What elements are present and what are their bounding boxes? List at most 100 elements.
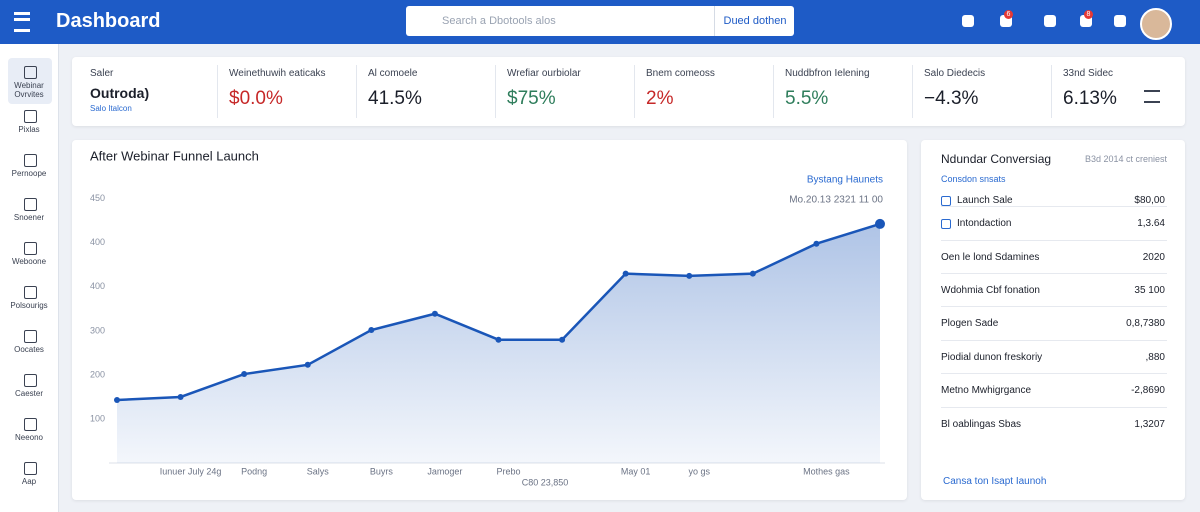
kpi-label: 33nd Sidec: [1063, 68, 1114, 79]
kpi-label: Salo Diedecis: [924, 68, 986, 79]
nav-label[interactable]: Pernoope: [11, 169, 47, 178]
chart-subtitle: Bystang Haunets: [807, 175, 883, 186]
header-icon[interactable]: [1114, 15, 1126, 27]
row-divider: [941, 206, 1167, 207]
nav-active[interactable]: [8, 58, 52, 104]
area: [117, 223, 880, 463]
row-divider: [941, 373, 1167, 374]
kpi-divider: [912, 65, 913, 118]
point: [304, 361, 311, 368]
kpi-label: Bnem comeoss: [646, 68, 715, 79]
chart: After Webinar Funnel Launch Bystang Haun…: [90, 148, 885, 487]
row-label: Plogen Sade: [941, 318, 999, 329]
nav-label[interactable]: Neeono: [14, 433, 44, 442]
nav-icon[interactable]: [24, 462, 37, 475]
menu-icon[interactable]: [14, 12, 30, 32]
row-icon: [941, 219, 951, 229]
row-divider: [941, 240, 1167, 241]
nav-icon[interactable]: [24, 242, 37, 255]
y-tick-label: 300: [90, 325, 105, 335]
y-tick-label: 100: [90, 413, 105, 423]
row-divider: [941, 340, 1167, 341]
kpi-value: Outroda): [90, 85, 150, 101]
point: [622, 270, 629, 277]
x-tick-label: Iunuer July 24g: [160, 466, 222, 476]
x-tick-label: Mothes gas: [803, 466, 850, 476]
search-placeholder: Search a Dbotools alos: [442, 15, 556, 27]
nav-label[interactable]: Polsourigs: [10, 301, 48, 310]
point: [177, 393, 184, 400]
x-tick-label: Prebo: [496, 466, 520, 476]
nav-label[interactable]: Aap: [21, 477, 37, 486]
kpi-divider: [356, 65, 357, 118]
panel-link[interactable]: Consdon snsats: [941, 174, 1006, 184]
header-icon[interactable]: [1044, 15, 1056, 27]
row-label: Wdohmia Cbf fonation: [941, 285, 1040, 296]
row-value: 2020: [1142, 252, 1165, 263]
nav-label[interactable]: Weboone: [11, 257, 47, 266]
nav-icon[interactable]: [24, 198, 37, 211]
row-value: 0,8,7380: [1126, 318, 1165, 329]
kpi-value: 6.13%: [1063, 88, 1117, 109]
chart-card: After Webinar Funnel Launch Bystang Haun…: [72, 140, 907, 500]
nav-icon[interactable]: [24, 374, 37, 387]
nav-icon[interactable]: [24, 110, 37, 123]
row-divider: [941, 407, 1167, 408]
kpi-menu[interactable]: [1144, 90, 1160, 103]
nav-label[interactable]: Webinar Ovrvites: [14, 81, 44, 99]
nav-label[interactable]: Caester: [14, 389, 43, 398]
kpi-label: Nuddbfron Ielening: [785, 68, 870, 79]
x-tick-label: Jamoger: [427, 466, 462, 476]
search-button[interactable]: Dued dothen: [714, 6, 795, 36]
kpi-value: 41.5%: [368, 88, 422, 109]
nav-icon[interactable]: [24, 154, 37, 167]
nav-icon[interactable]: [24, 330, 37, 343]
nav-label[interactable]: Snoener: [13, 213, 45, 222]
x-tick-label: yo gs: [688, 466, 710, 476]
search-box[interactable]: Search a Dbotools alos Dued dothen: [406, 6, 794, 36]
point: [241, 371, 248, 378]
x-tick-label: Buyrs: [370, 466, 394, 476]
point: [368, 327, 375, 334]
nav-icon[interactable]: [24, 418, 37, 431]
kpi-label: Saler: [90, 68, 114, 79]
point: [686, 272, 693, 279]
kpi-value: $75%: [507, 88, 556, 109]
point: [114, 397, 120, 404]
point: [813, 240, 820, 247]
row-label: Bl oablingas Sbas: [941, 419, 1022, 430]
nav-label[interactable]: Oocates: [14, 345, 44, 354]
point: [749, 270, 756, 277]
sidebar: Webinar Ovrvites Pixlas Pernoope Snoener Web…: [0, 44, 59, 512]
panel-title: Ndundar Conversiag: [941, 152, 1052, 166]
nav-icon[interactable]: [24, 286, 37, 299]
kpi-divider: [634, 65, 635, 118]
kpi-label: Wrefiar ourbiolar: [507, 68, 581, 79]
kpi-value: $0.0%: [229, 88, 283, 109]
kpi-divider: [773, 65, 774, 118]
row-label: Oen le lond Sdamines: [941, 252, 1040, 263]
avatar[interactable]: [1140, 8, 1172, 40]
nav-label[interactable]: Pixlas: [18, 125, 40, 134]
panel-footer[interactable]: Cansa ton Isapt Iaunoh: [943, 476, 1047, 487]
x-tick-label: Salys: [307, 466, 330, 476]
nav-icon[interactable]: [24, 66, 37, 79]
header-icon[interactable]: [962, 15, 974, 27]
x-note: C80 23,850: [522, 477, 569, 487]
row-value: 1,3.64: [1137, 218, 1165, 229]
kpi-value: 5.5%: [785, 88, 829, 109]
row-icon: [941, 196, 951, 206]
kpi-strip: Saler Outroda) Salo Italcon Weinethuwih eat…: [72, 57, 1185, 126]
point: [431, 310, 438, 317]
row-value: 35 100: [1134, 285, 1165, 296]
row-value: -2,8690: [1131, 385, 1165, 396]
chart-title: After Webinar Funnel Launch: [90, 148, 259, 163]
row-value: 1,3207: [1134, 419, 1165, 430]
row-label: Intondaction: [957, 218, 1012, 229]
side-panel: Ndundar Conversiag B3d 2014 ct creniest …: [921, 140, 1185, 500]
point: [495, 336, 502, 343]
x-tick-label: May 01: [621, 466, 651, 476]
date-note: Mo.20.13 2321 11 00: [789, 195, 883, 206]
row-divider: [941, 273, 1167, 274]
